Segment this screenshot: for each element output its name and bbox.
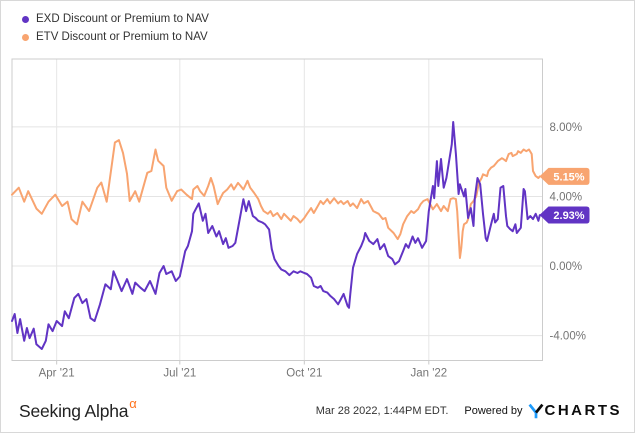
exd-last-value-callout [539, 206, 590, 224]
legend-label: ETV Discount or Premium to NAV [36, 31, 208, 43]
ycharts-y-icon [528, 403, 543, 418]
y-axis-label: 0.00% [550, 261, 583, 273]
chart-footer: Seeking Alphaα Mar 28 2022, 1:44PM EDT. … [1, 392, 634, 432]
legend-dot-icon [22, 15, 29, 23]
ycharts-wordmark: CHARTS [544, 402, 622, 419]
legend-item-exd[interactable]: EXD Discount or Premium to NAV [22, 10, 209, 28]
exd-last-value-label: 2.93% [553, 210, 584, 222]
alpha-glyph: α [129, 396, 137, 411]
etv-last-value-callout [539, 167, 590, 185]
x-axis-label: Apr '21 [39, 368, 75, 380]
legend-dot-icon [22, 33, 29, 41]
chart-timestamp: Mar 28 2022, 1:44PM EDT. [315, 404, 449, 417]
plot-area[interactable] [12, 59, 543, 361]
brand-text: Seeking Alpha [19, 400, 129, 421]
legend-label: EXD Discount or Premium to NAV [36, 13, 209, 25]
exd-series-line [11, 121, 541, 350]
x-axis-label: Jul '21 [163, 368, 196, 380]
etv-last-value-label: 5.15% [553, 171, 584, 183]
plot-border [11, 58, 543, 361]
x-axis-label: Jan '22 [410, 368, 447, 380]
chart-legend: EXD Discount or Premium to NAV ETV Discou… [22, 10, 209, 46]
y-axis-label: 8.00% [550, 122, 583, 134]
y-axis-label: 4.00% [550, 191, 583, 203]
seeking-alpha-logo[interactable]: Seeking Alphaα [19, 396, 137, 422]
powered-by-label: Powered by [464, 404, 523, 417]
x-axis-label: Oct '21 [286, 368, 322, 380]
ycharts-logo[interactable]: CHARTS [528, 402, 623, 419]
legend-item-etv[interactable]: ETV Discount or Premium to NAV [22, 28, 209, 46]
y-axis-label: -4.00% [550, 331, 586, 343]
